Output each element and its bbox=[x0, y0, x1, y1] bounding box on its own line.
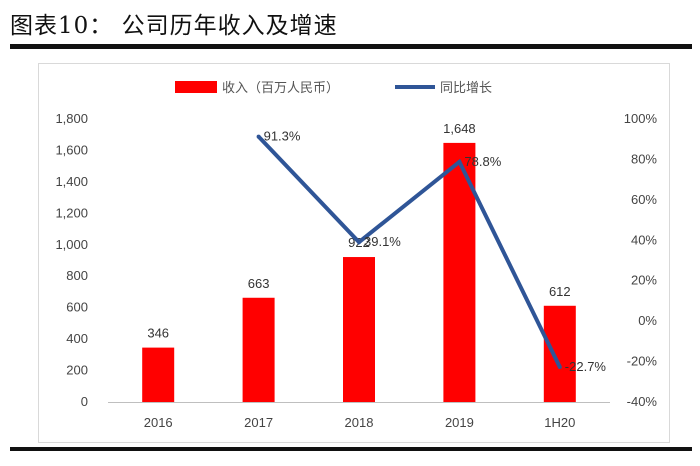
bar-value-label: 612 bbox=[549, 284, 571, 299]
y-left-tick-label: 400 bbox=[66, 331, 88, 346]
growth-value-label: 39.1% bbox=[364, 234, 401, 249]
y-left-tick-label: 1,200 bbox=[55, 205, 88, 220]
y-right-tick-label: 0% bbox=[638, 313, 657, 328]
growth-value-label: 91.3% bbox=[264, 129, 301, 144]
y-right-tick-label: -20% bbox=[627, 354, 658, 369]
growth-value-label: -22.7% bbox=[565, 359, 607, 374]
x-tick-label: 2018 bbox=[345, 415, 374, 430]
bar bbox=[142, 347, 175, 402]
y-left-tick-label: 1,800 bbox=[55, 111, 88, 126]
growth-value-label: 78.8% bbox=[464, 154, 501, 169]
bottom-rule bbox=[10, 447, 692, 451]
growth-line bbox=[257, 135, 562, 368]
y-left-tick-label: 800 bbox=[66, 268, 88, 283]
y-right-tick-label: 20% bbox=[631, 273, 657, 288]
growth-point bbox=[357, 240, 361, 245]
legend-bar-label: 收入（百万人民币） bbox=[222, 81, 339, 96]
bar-value-label: 1,648 bbox=[443, 121, 476, 136]
y-right-tick-label: 100% bbox=[624, 111, 658, 126]
legend-bar-swatch bbox=[175, 81, 217, 93]
y-left-tick-label: 600 bbox=[66, 300, 88, 315]
title-rule bbox=[10, 44, 692, 49]
bar-value-label: 346 bbox=[147, 326, 169, 341]
y-left-tick-label: 200 bbox=[66, 363, 88, 378]
x-tick-label: 2017 bbox=[244, 415, 273, 430]
growth-point bbox=[457, 159, 462, 164]
y-left-tick-label: 0 bbox=[81, 394, 88, 409]
y-left-tick-label: 1,600 bbox=[55, 142, 88, 157]
chart-figure-title: 图表10： 公司历年收入及增速 bbox=[10, 13, 338, 39]
bar bbox=[343, 257, 375, 402]
y-left-tick-label: 1,000 bbox=[55, 237, 88, 252]
growth-point bbox=[256, 134, 261, 139]
x-tick-label: 2019 bbox=[445, 415, 474, 430]
chart-frame bbox=[38, 63, 670, 443]
x-tick-label: 1H20 bbox=[544, 415, 575, 430]
y-right-tick-label: -40% bbox=[627, 394, 658, 409]
bar bbox=[242, 297, 275, 402]
y-right-tick-label: 40% bbox=[631, 232, 657, 247]
y-right-tick-label: 80% bbox=[631, 151, 657, 166]
x-tick-label: 2016 bbox=[144, 415, 173, 430]
bar-value-label: 663 bbox=[248, 276, 270, 291]
legend-line-label: 同比增长 bbox=[440, 81, 492, 96]
y-right-tick-label: 60% bbox=[631, 192, 657, 207]
bar bbox=[543, 305, 576, 402]
growth-point bbox=[557, 365, 562, 370]
y-left-tick-label: 1,400 bbox=[55, 174, 88, 189]
